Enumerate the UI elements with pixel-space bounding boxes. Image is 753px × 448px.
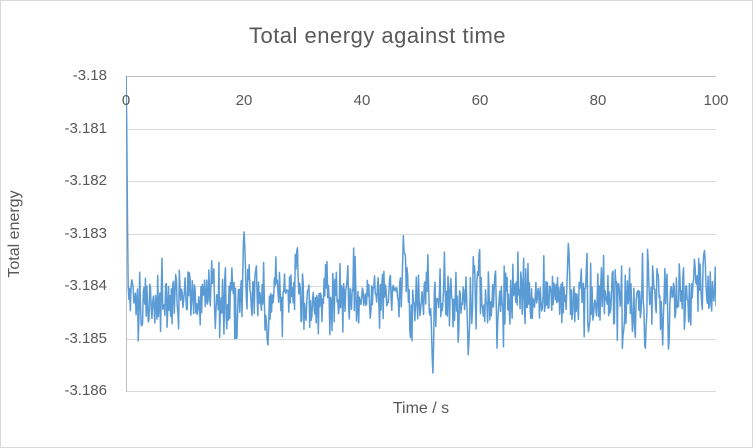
energy-series-line — [126, 76, 716, 392]
x-tick-label: 60 — [471, 92, 489, 109]
x-axis-title: Time / s — [392, 400, 450, 417]
y-tick-label: -3.18 — [72, 67, 107, 84]
y-tick-label: -3.185 — [64, 330, 107, 347]
x-tick-label: 40 — [353, 92, 371, 109]
chart-title: Total energy against time — [248, 23, 507, 48]
x-tick-label: 100 — [703, 92, 729, 109]
y-tick-label: -3.182 — [64, 172, 107, 189]
y-axis-title: Total energy — [6, 190, 23, 278]
x-tick-label: 80 — [589, 92, 607, 109]
y-tick-label: -3.181 — [64, 120, 107, 137]
y-tick-label: -3.184 — [64, 277, 107, 294]
x-tick-label: 0 — [121, 92, 131, 109]
y-tick-label: -3.186 — [64, 382, 107, 399]
x-tick-label: 20 — [235, 92, 253, 109]
y-tick-label: -3.183 — [64, 225, 107, 242]
